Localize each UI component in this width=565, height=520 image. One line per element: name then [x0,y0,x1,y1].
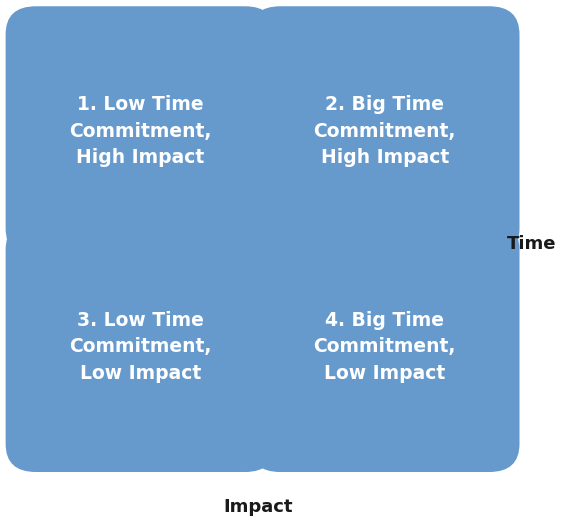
Text: 2. Big Time
Commitment,
High Impact: 2. Big Time Commitment, High Impact [314,96,456,167]
FancyBboxPatch shape [6,222,275,472]
FancyBboxPatch shape [250,6,519,257]
FancyBboxPatch shape [6,6,275,257]
Text: 3. Low Time
Commitment,
Low Impact: 3. Low Time Commitment, Low Impact [69,311,211,383]
Text: 1. Low Time
Commitment,
High Impact: 1. Low Time Commitment, High Impact [69,96,211,167]
Text: 4. Big Time
Commitment,
Low Impact: 4. Big Time Commitment, Low Impact [314,311,456,383]
Text: Time: Time [507,235,557,253]
Text: Impact: Impact [224,498,293,516]
FancyBboxPatch shape [250,222,519,472]
